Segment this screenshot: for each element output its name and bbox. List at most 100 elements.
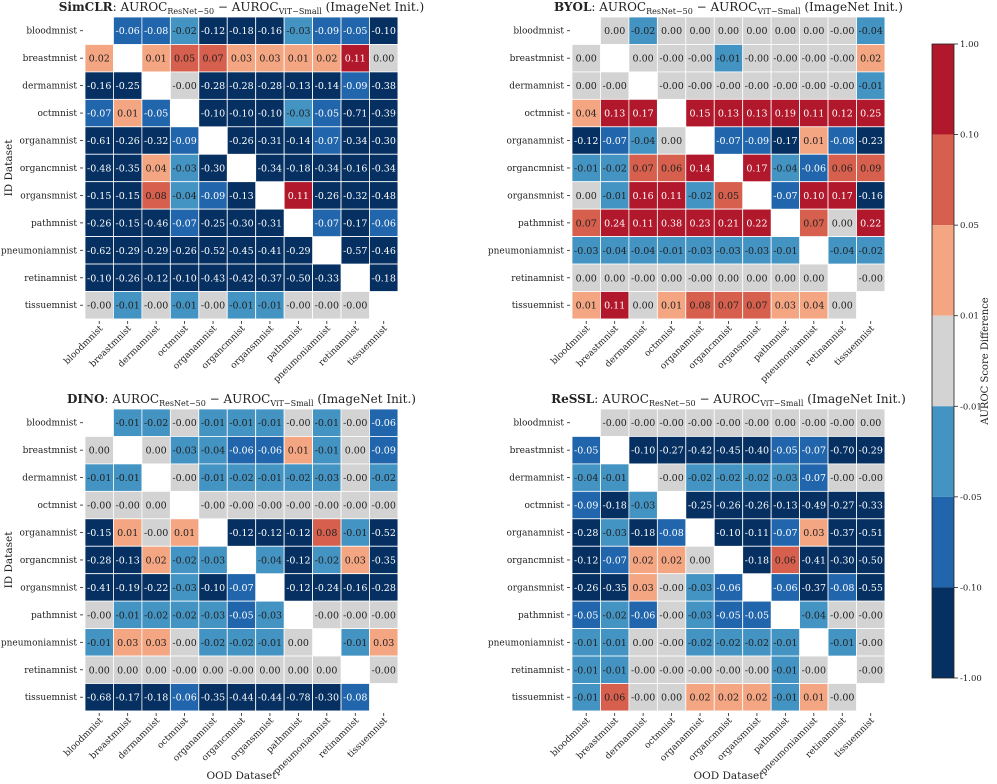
cell-value-label: -0.44 [229, 693, 253, 704]
cell-value-label: -0.42 [688, 446, 712, 457]
cell-value-label: -0.04 [631, 246, 655, 257]
cell-value-label: -0.14 [286, 136, 310, 147]
heatmap-cell [369, 208, 399, 237]
cell-value-label: 0.04 [803, 301, 824, 312]
cell-value-label: -0.70 [830, 446, 854, 457]
cell-value-label: -0.12 [286, 583, 310, 594]
title-minus: − AUROC [206, 392, 271, 406]
cell-value-label: -0.09 [315, 26, 339, 37]
heatmap-cell [255, 628, 285, 657]
cell-value-label: -0.00 [859, 610, 883, 621]
cell-value-label: -0.07 [315, 136, 339, 147]
cell-value-label: -0.06 [372, 218, 396, 229]
heatmap-cell [713, 181, 744, 210]
cell-value-label: 0.00 [604, 26, 625, 37]
heatmap-cell [283, 98, 313, 128]
cell-value-label: -0.04 [172, 191, 196, 202]
cell-value-label: 0.00 [661, 273, 682, 284]
heatmap-cell [799, 600, 829, 630]
y-axis-label: ID Dataset [3, 139, 15, 197]
heatmap-cell [742, 683, 772, 712]
cell-value-label: -0.27 [830, 501, 854, 512]
cell-value-label: -0.00 [172, 81, 196, 92]
colorbar-tick-label: 0.10 [960, 131, 979, 141]
cell-value-label: -0.07 [802, 446, 826, 457]
heatmap-cell [84, 600, 114, 630]
y-tick-label: octmnist [524, 501, 564, 511]
cell-value-label: -0.01 [229, 418, 253, 429]
cell-value-label: -0.04 [773, 163, 797, 174]
heatmap-cell [113, 16, 143, 45]
heatmap-cell [283, 436, 313, 465]
cell-value-label: 0.00 [803, 26, 824, 37]
cell-value-label: -0.08 [659, 528, 683, 539]
cell-value-label: -0.00 [315, 610, 339, 621]
y-tick-label: organcmnist [507, 556, 565, 566]
cell-value-label: -0.01 [201, 418, 225, 429]
cell-value-label: -0.04 [201, 446, 225, 457]
colorbar-tick-label: -0.10 [960, 583, 982, 593]
cell-value-label: -0.00 [87, 610, 111, 621]
cell-value-label: 0.07 [803, 218, 824, 229]
cell-value-label: 0.10 [803, 191, 824, 202]
title-prefix: : AUROC [591, 0, 646, 14]
cell-value-label: -0.26 [115, 136, 139, 147]
cell-value-label: -0.00 [172, 418, 196, 429]
heatmap-cell [312, 263, 342, 292]
heatmap-cell [255, 236, 285, 265]
cell-value-label: -0.33 [315, 273, 339, 284]
cell-value-label: 0.02 [718, 693, 739, 704]
cell-value-label: -0.44 [258, 693, 282, 704]
colorbar-band [932, 496, 954, 588]
heatmap-cell [656, 263, 687, 292]
cell-value-label: 0.00 [803, 273, 824, 284]
y-axis-label: ID Dataset [3, 531, 15, 589]
heatmap-cell [226, 518, 257, 547]
cell-value-label: -0.01 [87, 638, 111, 649]
heatmap-cell [600, 236, 630, 265]
cell-value-label: -0.32 [343, 191, 367, 202]
cell-value-label: -0.07 [172, 218, 196, 229]
cell-value-label: -0.16 [859, 191, 883, 202]
y-tick-label: organsmnist [507, 583, 564, 593]
cell-value-label: -0.00 [659, 610, 683, 621]
heatmap-cell [340, 71, 370, 100]
heatmap-cell [827, 683, 857, 712]
title-suffix: (ImageNet Init.) [322, 0, 424, 14]
heatmap-cell [685, 683, 715, 712]
cell-value-label: -0.18 [229, 26, 253, 37]
cell-value-label: 0.00 [633, 638, 654, 649]
cell-value-label: 0.00 [689, 555, 710, 566]
heatmap-cell [198, 236, 228, 265]
heatmap-cell [600, 463, 630, 492]
cell-value-label: -0.00 [688, 54, 712, 65]
heatmap-cell [600, 545, 630, 575]
cell-value-label: -0.06 [115, 26, 139, 37]
colorbar-tick-label: 0.01 [960, 312, 979, 322]
heatmap-cell [340, 208, 370, 237]
heatmap-cell [369, 44, 399, 73]
colorbar-tick-label: -0.01 [960, 402, 982, 412]
cell-value-label: 0.04 [576, 109, 597, 120]
heatmap-cell [226, 655, 257, 684]
heatmap-cell [799, 683, 829, 712]
cell-value-label: 0.22 [860, 218, 881, 229]
heatmap-cell [198, 98, 228, 128]
cell-value-label: 0.21 [718, 218, 739, 229]
cell-value-label: 0.00 [832, 301, 853, 312]
heatmap-cell [856, 655, 886, 684]
title-prefix: : AUROC [594, 392, 649, 406]
cell-value-label: 0.11 [604, 301, 625, 312]
cell-value-label: 0.08 [316, 528, 337, 539]
cell-value-label: -0.00 [830, 54, 854, 65]
cell-value-label: 0.00 [775, 273, 796, 284]
panel-title: BYOL: AUROCResNet−50 − AUROCViT−Small (I… [554, 0, 903, 16]
cell-value-label: -0.15 [87, 191, 111, 202]
heatmap-cell [255, 683, 285, 712]
cell-value-label: -0.00 [830, 81, 854, 92]
cell-value-label: -0.28 [372, 583, 396, 594]
cell-value-label: 0.00 [689, 26, 710, 37]
cell-value-label: -0.18 [286, 163, 310, 174]
cell-value-label: -0.12 [229, 528, 253, 539]
